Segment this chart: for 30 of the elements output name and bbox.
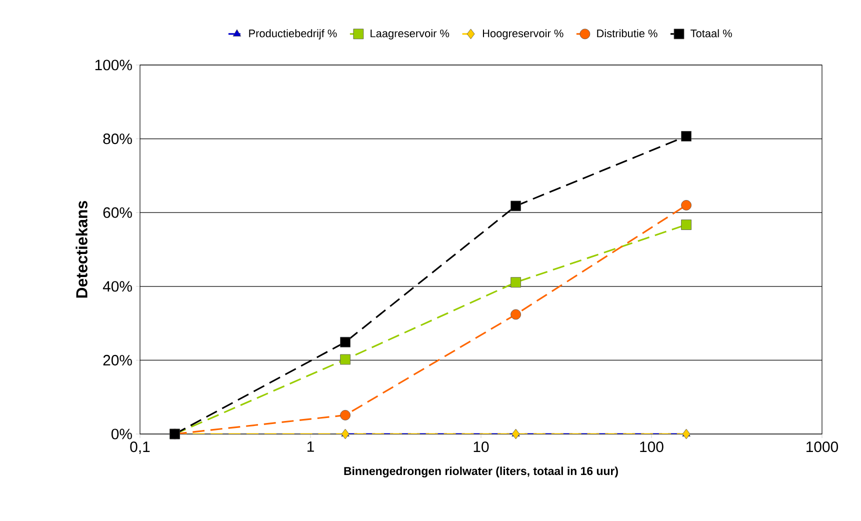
point [681,220,692,230]
x-tick-label: 10 [474,442,489,452]
x-tick-label: 1000 [806,442,838,452]
point [340,354,350,365]
legend-label: Productiebedrijf % [249,29,337,40]
legend-label: Totaal % [690,29,732,38]
x-tick-label: 0,1 [130,442,150,454]
point [341,428,350,440]
y-tick-label: 0% [111,428,132,440]
point [682,428,690,440]
point [510,277,521,288]
point [512,428,520,440]
y-tick-label: 80% [103,134,132,144]
point [510,200,521,212]
point [681,200,692,210]
x-axis-title: Binnengedrongen riolwater (liters, totaal in 16 uur) [344,466,618,478]
y-axis-title: Detectiekans [76,201,88,298]
legend-label: Distributie % [597,29,658,38]
y-tick-label: 40% [102,281,132,292]
point [340,410,350,420]
x-tick-label: 1 [307,442,314,452]
y-tick-label: 60% [103,207,132,218]
legend-label: Laagreservoir % [370,29,450,40]
y-tick-label: 100% [95,60,132,70]
point [510,309,521,320]
point [681,131,692,142]
point [340,336,350,348]
legend-label: Hoogreservoir % [482,29,564,40]
x-tick-label: 100 [640,442,664,452]
y-tick-label: 20% [103,354,132,366]
